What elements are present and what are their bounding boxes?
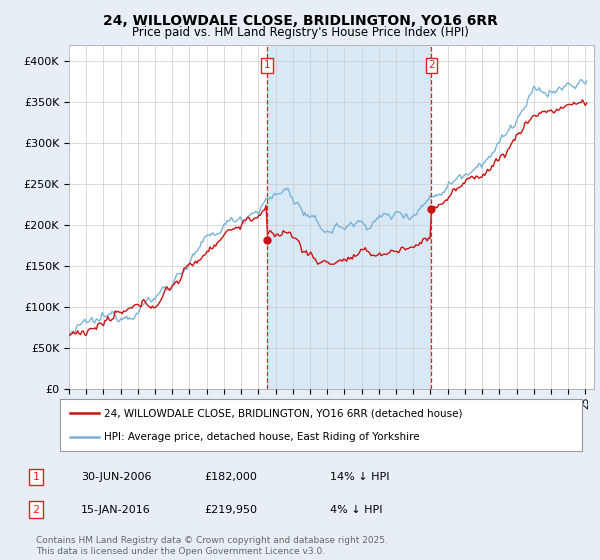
Text: 2: 2 bbox=[32, 505, 40, 515]
Bar bbox=[267, 45, 431, 389]
Text: 24, WILLOWDALE CLOSE, BRIDLINGTON, YO16 6RR (detached house): 24, WILLOWDALE CLOSE, BRIDLINGTON, YO16 … bbox=[104, 408, 463, 418]
Text: 14% ↓ HPI: 14% ↓ HPI bbox=[330, 472, 389, 482]
Text: 15-JAN-2016: 15-JAN-2016 bbox=[81, 505, 151, 515]
Text: £182,000: £182,000 bbox=[204, 472, 257, 482]
Text: 4% ↓ HPI: 4% ↓ HPI bbox=[330, 505, 383, 515]
Text: 1: 1 bbox=[32, 472, 40, 482]
Text: Price paid vs. HM Land Registry's House Price Index (HPI): Price paid vs. HM Land Registry's House … bbox=[131, 26, 469, 39]
Text: 24, WILLOWDALE CLOSE, BRIDLINGTON, YO16 6RR: 24, WILLOWDALE CLOSE, BRIDLINGTON, YO16 … bbox=[103, 14, 497, 28]
Text: 2: 2 bbox=[428, 60, 434, 71]
Text: 30-JUN-2006: 30-JUN-2006 bbox=[81, 472, 151, 482]
Text: HPI: Average price, detached house, East Riding of Yorkshire: HPI: Average price, detached house, East… bbox=[104, 432, 420, 442]
Text: Contains HM Land Registry data © Crown copyright and database right 2025.
This d: Contains HM Land Registry data © Crown c… bbox=[36, 536, 388, 556]
Text: 1: 1 bbox=[263, 60, 270, 71]
Text: £219,950: £219,950 bbox=[204, 505, 257, 515]
